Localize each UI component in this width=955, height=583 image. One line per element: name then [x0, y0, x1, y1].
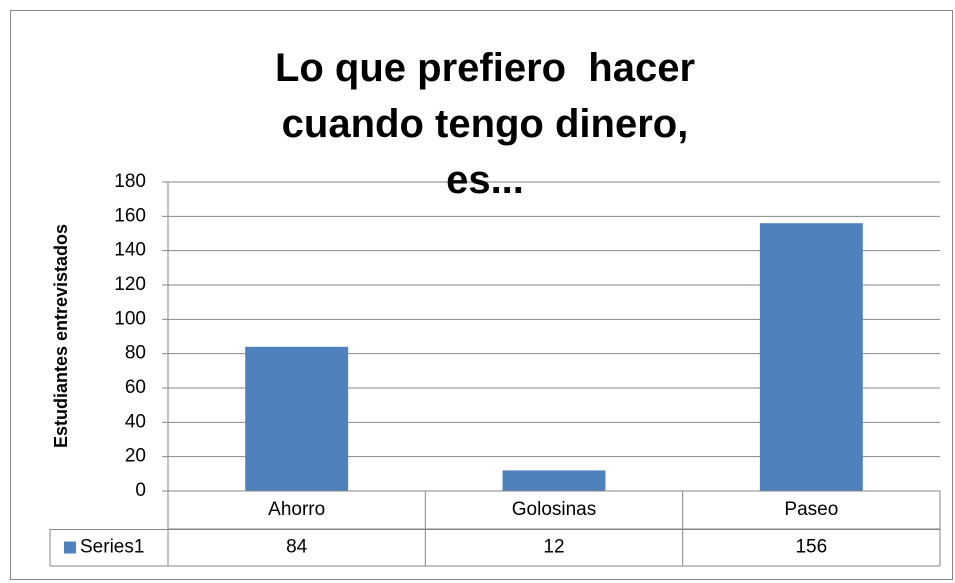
y-tick-label: 60 — [125, 377, 146, 398]
x-tick-label: Paseo — [784, 499, 838, 520]
y-tick-label: 80 — [125, 343, 146, 364]
x-tick-label: Ahorro — [268, 499, 325, 520]
table-value: 12 — [543, 537, 564, 558]
y-axis-label: Estudiantes entrevistados — [51, 224, 71, 448]
y-tick-label: 20 — [125, 446, 146, 467]
bar — [245, 346, 349, 491]
legend-key — [64, 541, 76, 554]
legend-label: Series1 — [80, 537, 144, 558]
y-tick-label: 40 — [125, 411, 146, 432]
table-value: 156 — [795, 537, 827, 558]
y-tick-label: 100 — [114, 308, 146, 329]
y-tick-label: 120 — [114, 274, 146, 295]
bar — [502, 470, 606, 491]
y-tick-label: 0 — [135, 480, 146, 501]
table-value: 84 — [286, 537, 308, 558]
chart-title: Lo que prefiero hacer cuando tengo diner… — [274, 46, 707, 202]
x-tick-label: Golosinas — [512, 499, 597, 520]
y-tick-label: 140 — [114, 240, 146, 261]
y-tick-label: 180 — [114, 171, 146, 192]
y-tick-label: 160 — [114, 205, 146, 226]
bar — [759, 223, 863, 491]
